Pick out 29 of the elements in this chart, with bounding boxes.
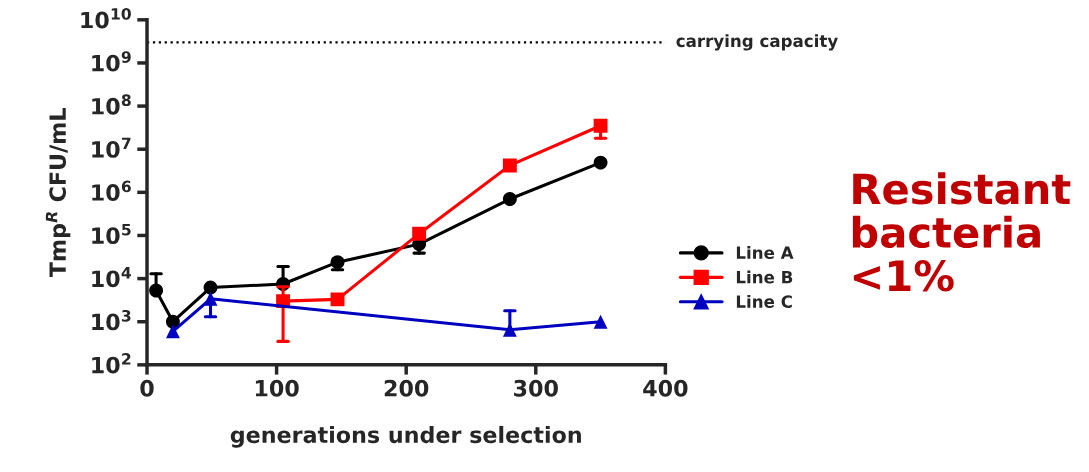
point: [593, 314, 608, 329]
y-tick-label: 10$^{8}$: [92, 94, 131, 115]
x-tick-label: 0: [140, 379, 154, 397]
point: [502, 158, 517, 173]
y-axis-title: Tmp$^{R}$ CFU/mL: [45, 108, 71, 278]
x-tick-label: 100: [255, 379, 299, 397]
y-tick-label: 10$^{9}$: [92, 51, 131, 72]
point: [412, 226, 427, 241]
y-tick-label: 10$^{6}$: [92, 180, 131, 201]
x-axis-title: generations under selection: [230, 425, 581, 448]
y-tick-label: 10$^{5}$: [92, 223, 131, 245]
point: [502, 192, 517, 206]
ref-line-label: carrying capacity: [676, 34, 838, 51]
x-tick-label: 300: [514, 379, 558, 397]
point: [593, 155, 608, 170]
x-tick-label: 200: [384, 379, 429, 397]
point: [203, 280, 218, 295]
point: [165, 324, 180, 339]
legend-label: Line A: [736, 246, 794, 259]
y-tick-label: 10$^{10}$: [81, 8, 131, 29]
y-tick-label: 10$^{4}$: [92, 267, 132, 288]
y-tick-label: 10$^{2}$: [92, 353, 131, 374]
legend-label: Line C: [736, 295, 792, 308]
point: [330, 292, 345, 307]
y-tick-label: 10$^{7}$: [92, 137, 131, 158]
x-tick-label: 400: [643, 379, 688, 397]
y-tick-label: 10$^{3}$: [92, 309, 131, 331]
legend-label: Line B: [736, 270, 793, 284]
text: Resistant bacteria <1%: [852, 172, 1071, 292]
